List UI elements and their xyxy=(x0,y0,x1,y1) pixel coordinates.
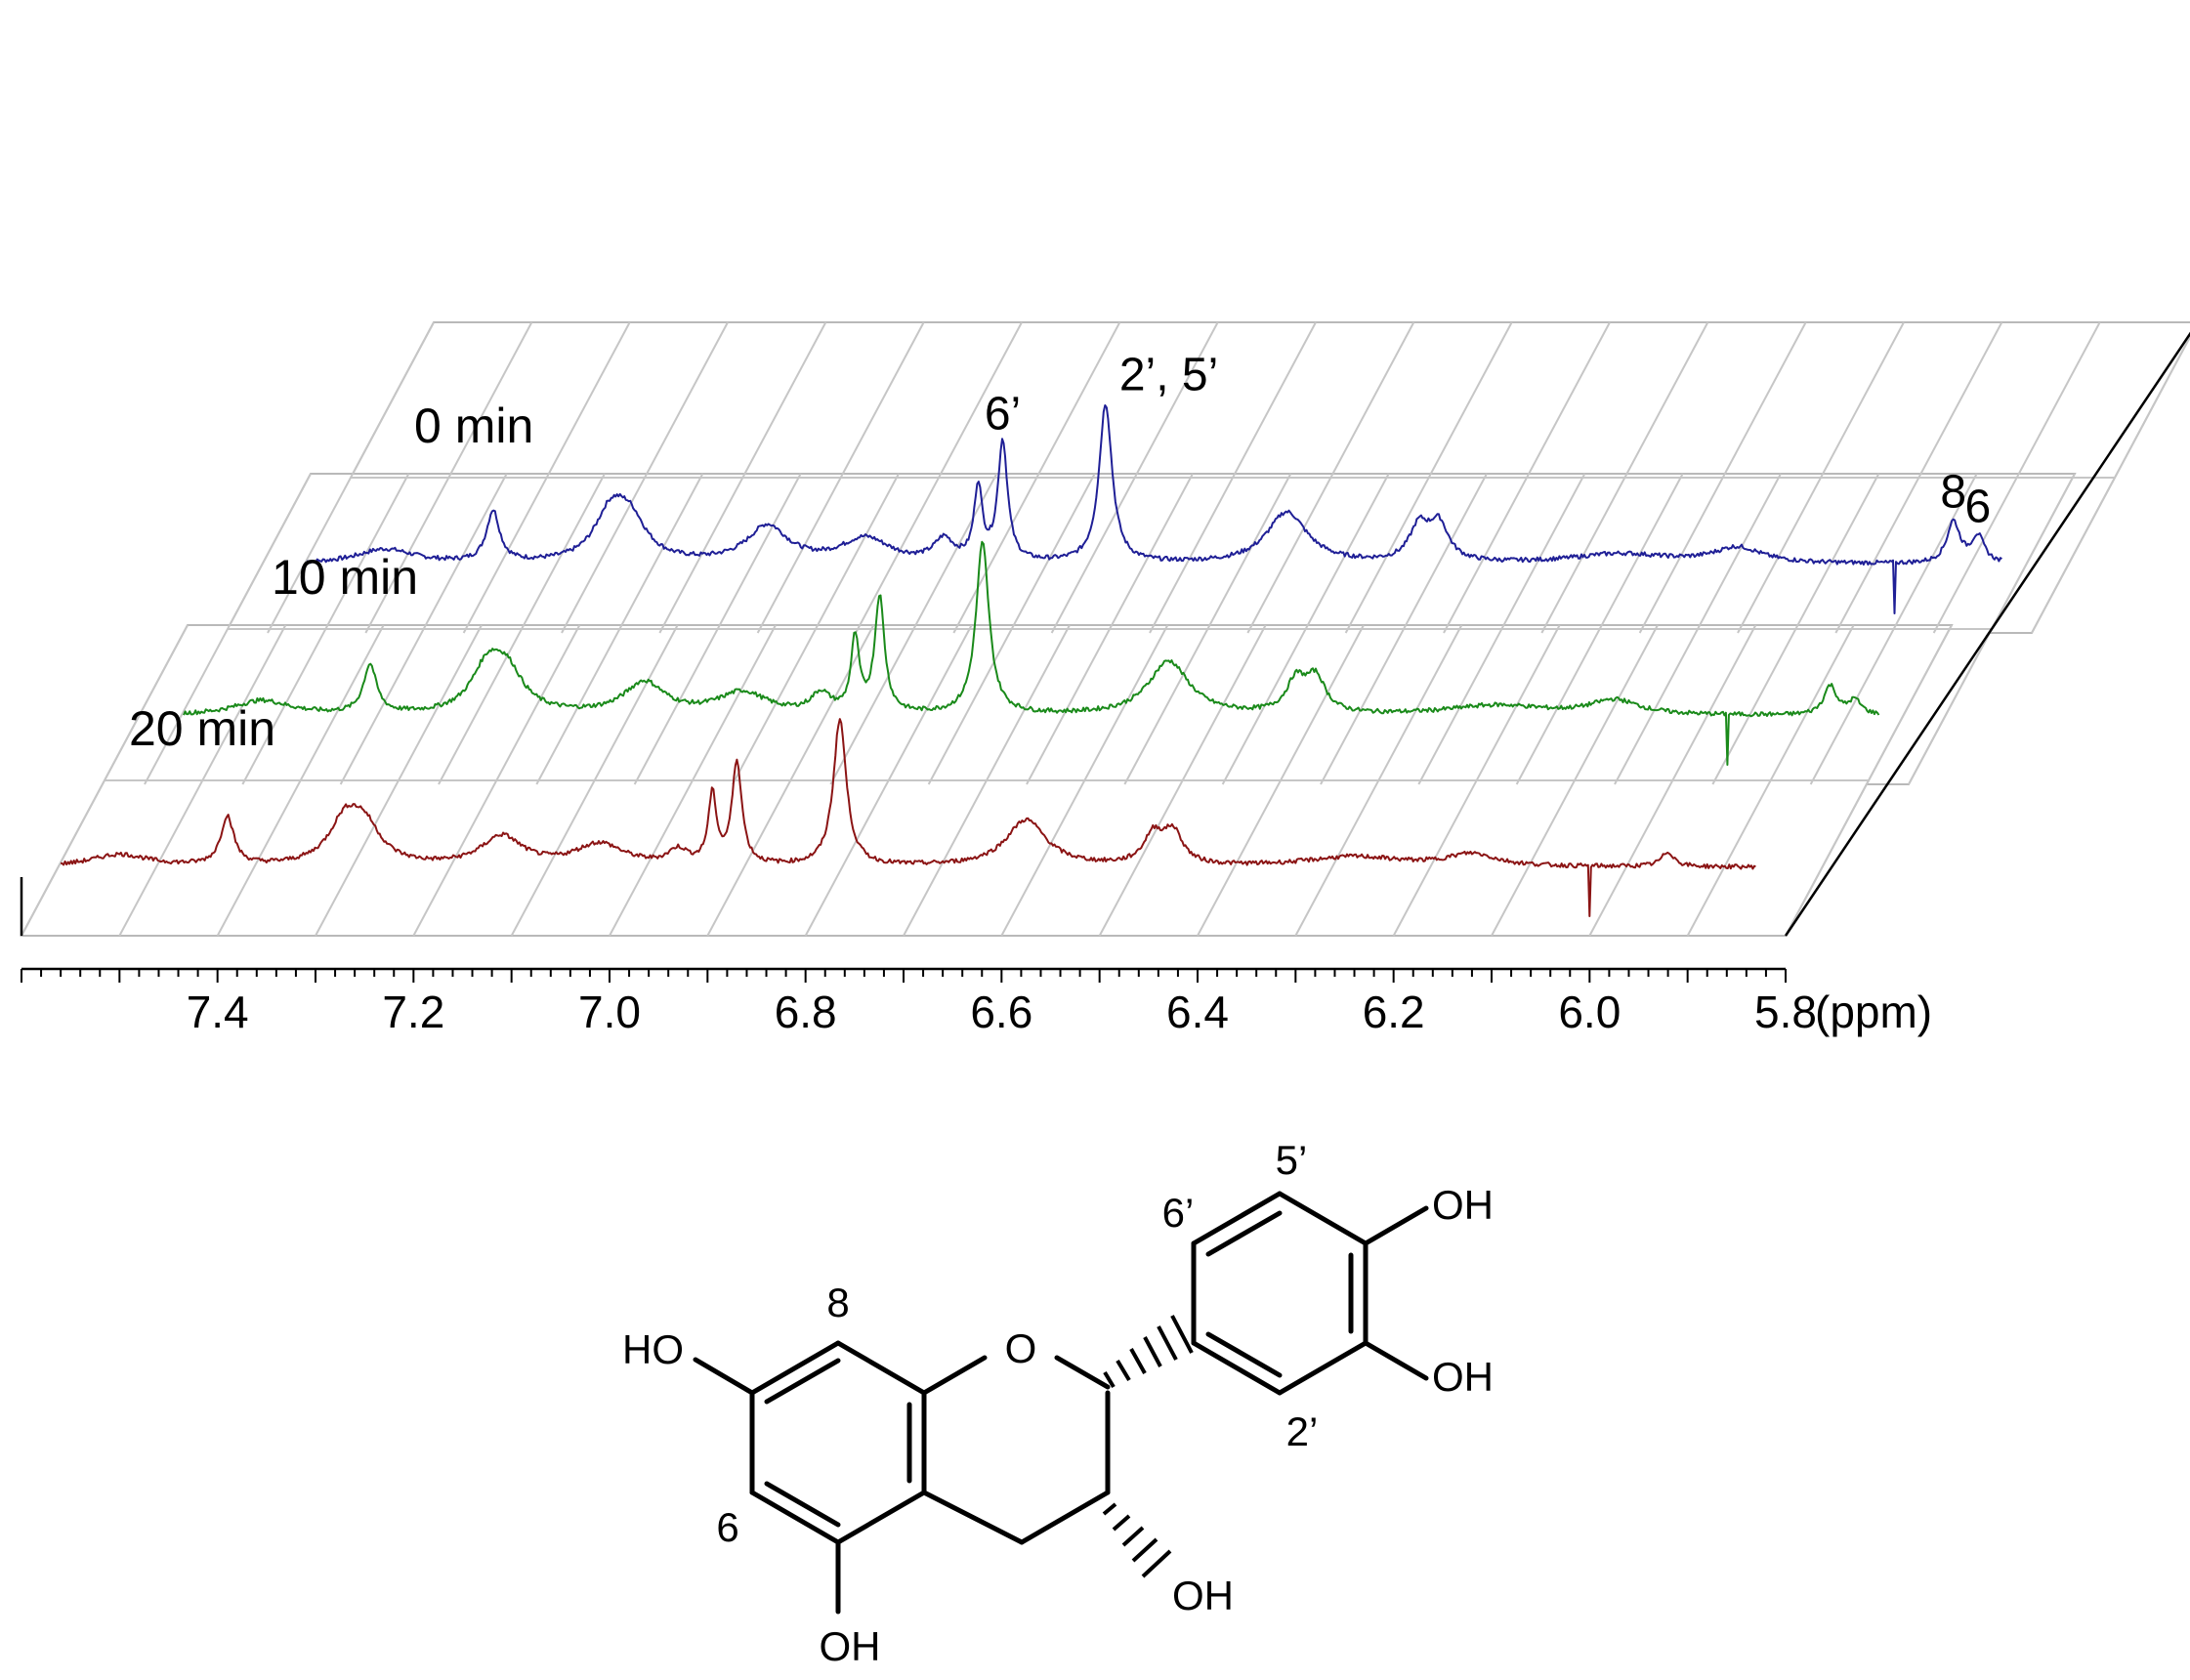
bond xyxy=(835,1340,927,1396)
x-axis-tick-label: 6.8 xyxy=(775,987,837,1037)
nmr-stacked-spectra: 7.4 7.2 7.0 6.8 6.6 6.4 6.2 6.0 5.8 (ppm) 0 min 1… xyxy=(20,321,2190,1037)
x-axis-tick-label: 7.4 xyxy=(187,987,249,1037)
atom-label-oh5: OH xyxy=(820,1623,881,1669)
atom-label-oh3p: OH xyxy=(1432,1354,1494,1400)
x-axis-tick-label: 6.4 xyxy=(1166,987,1229,1037)
position-label-5prime: 5’ xyxy=(1276,1137,1308,1183)
series-label: 20 min xyxy=(129,701,275,756)
bond xyxy=(1363,1340,1429,1381)
x-axis-label: (ppm) xyxy=(1815,987,1932,1037)
peak-annotation: 8 xyxy=(1940,467,1966,519)
epicatechin-structure: HO O OH OH OH OH 8 6 6’ 5’ 2’ xyxy=(622,1137,1494,1669)
x-axis-tick-label: 6.2 xyxy=(1363,987,1425,1037)
plot-edge-right xyxy=(1784,331,2190,937)
bond xyxy=(693,1357,755,1396)
bond xyxy=(1277,1191,1369,1246)
x-axis-tick-label: 6.0 xyxy=(1558,987,1621,1037)
x-axis-ticks xyxy=(21,969,1787,983)
x-axis-tick-label: 5.8 xyxy=(1754,987,1817,1037)
bond xyxy=(1054,1355,1111,1390)
series-labels: 0 min 10 min 20 min xyxy=(129,399,533,756)
hashed-bond-c3 xyxy=(1102,1502,1172,1578)
bond xyxy=(749,1340,841,1396)
x-axis-tick-labels: 7.4 7.2 7.0 6.8 6.6 6.4 6.2 6.0 5.8 xyxy=(187,987,1817,1037)
bond xyxy=(921,1355,988,1396)
plot-edges xyxy=(20,331,2190,937)
x-axis-tick-label: 6.6 xyxy=(970,987,1032,1037)
position-label-6prime: 6’ xyxy=(1162,1190,1195,1236)
double-bond xyxy=(1205,1210,1283,1257)
peak-annotation: 6’ xyxy=(985,389,1021,441)
atom-label-oh4p: OH xyxy=(1432,1182,1494,1228)
position-label-8: 8 xyxy=(826,1280,849,1325)
spectrum-trace-20-min xyxy=(60,718,1756,917)
double-bond xyxy=(764,1481,841,1528)
bond xyxy=(1191,1191,1283,1246)
peak-annotation: 2’, 5’ xyxy=(1119,350,1218,401)
bond xyxy=(749,1490,841,1545)
bond xyxy=(1277,1340,1369,1396)
bond xyxy=(1191,1340,1283,1396)
position-label-6: 6 xyxy=(716,1504,738,1550)
position-label-2prime: 2’ xyxy=(1286,1408,1319,1454)
x-axis-tick-label: 7.0 xyxy=(578,987,641,1037)
atom-label-ring-o: O xyxy=(1005,1325,1037,1371)
grid-lines xyxy=(21,321,2190,937)
series-label: 0 min xyxy=(414,399,533,453)
double-bond xyxy=(764,1358,841,1405)
spectrum-trace-10-min xyxy=(183,540,1880,766)
double-bond xyxy=(1205,1331,1283,1378)
bond xyxy=(921,1490,1025,1545)
series-label: 10 min xyxy=(272,550,418,605)
bond xyxy=(835,1490,927,1545)
x-axis-tick-label: 7.2 xyxy=(382,987,444,1037)
atom-label-ho7: HO xyxy=(622,1326,684,1372)
peak-annotation: 6 xyxy=(1964,482,1991,533)
spectrum-trace-0-min xyxy=(306,404,2002,614)
x-axis: 7.4 7.2 7.0 6.8 6.6 6.4 6.2 6.0 5.8 (ppm) xyxy=(21,967,1932,1037)
atom-label-oh3: OH xyxy=(1172,1573,1234,1618)
hashed-bond-c2 xyxy=(1103,1315,1194,1389)
peak-annotations: 6’ 2’, 5’ 86 xyxy=(985,350,1991,533)
bond xyxy=(1019,1490,1111,1545)
spectrum-traces xyxy=(60,404,2002,917)
bond xyxy=(1363,1205,1429,1246)
